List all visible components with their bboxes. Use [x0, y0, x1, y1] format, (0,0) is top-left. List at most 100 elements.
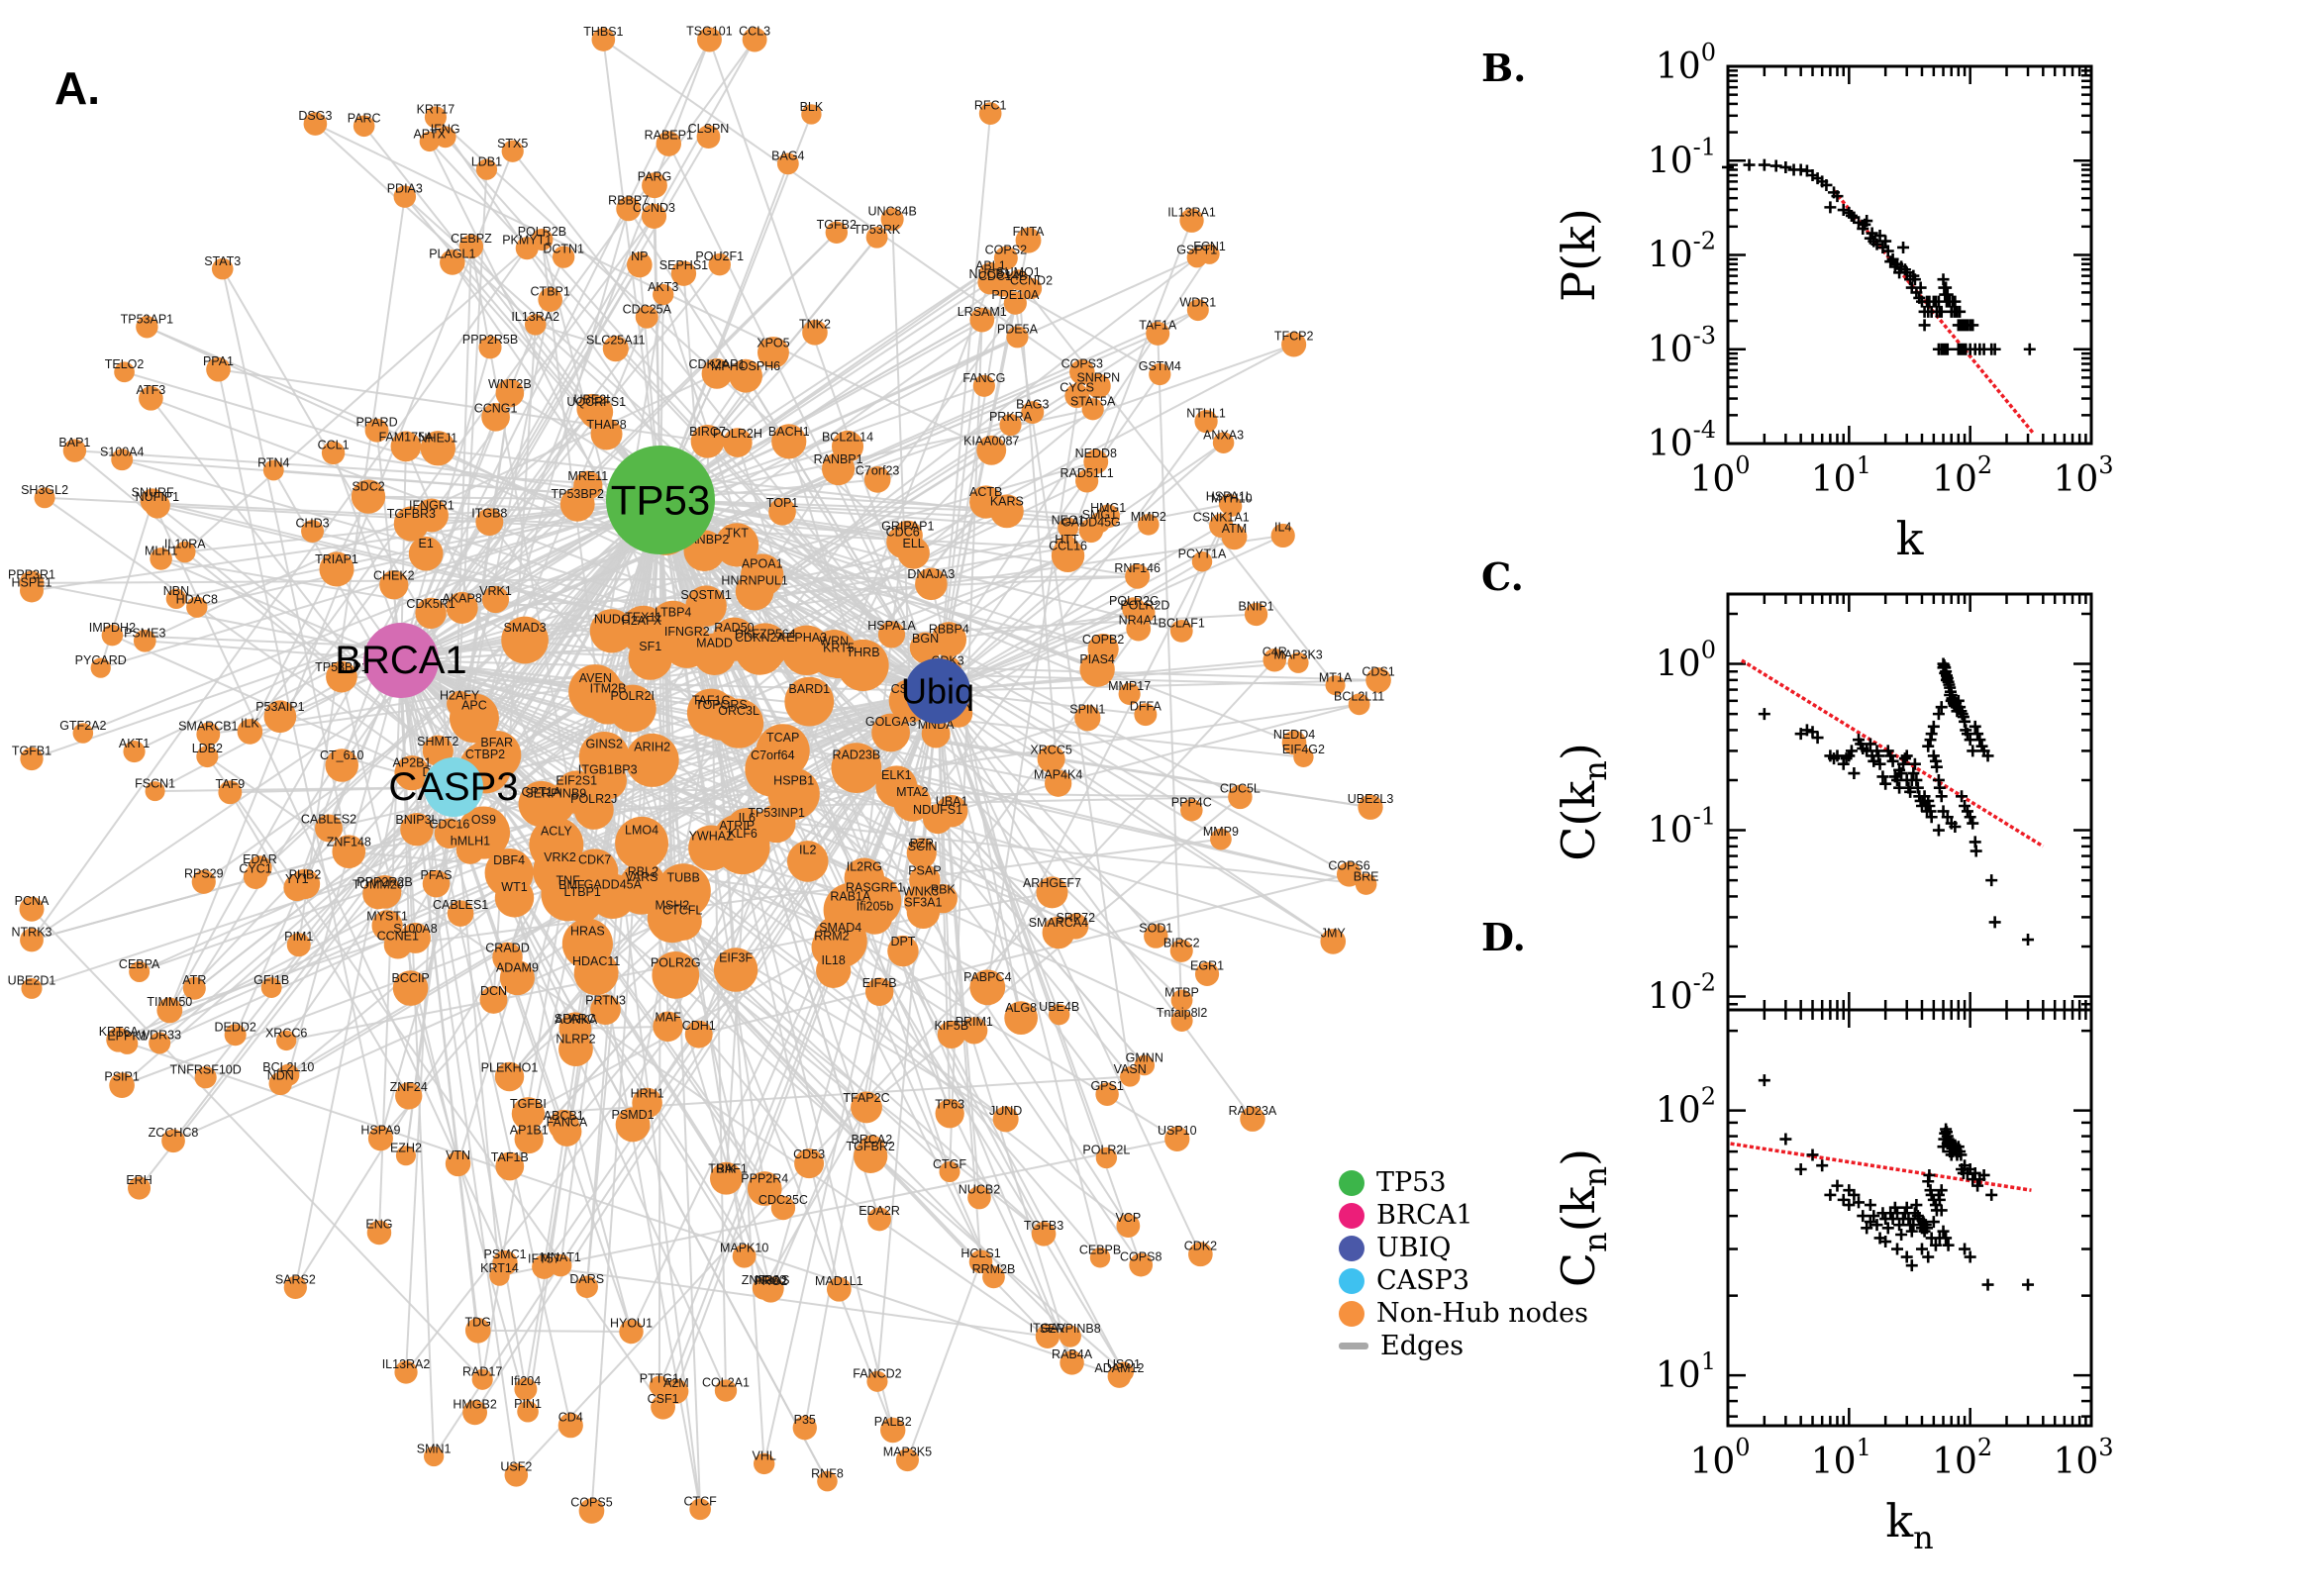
svg-text:CSF1: CSF1 [648, 1392, 679, 1406]
svg-text:UBE2D1: UBE2D1 [8, 974, 56, 988]
svg-text:DSG3: DSG3 [298, 109, 332, 123]
svg-text:VRK1: VRK1 [479, 584, 512, 598]
svg-text:NP: NP [631, 249, 648, 263]
panel-b-label: B. [1481, 46, 1527, 90]
svg-text:MTBP: MTBP [1164, 986, 1199, 1000]
svg-text:POLR2C: POLR2C [1109, 594, 1159, 608]
svg-text:101: 101 [1811, 451, 1871, 500]
svg-text:NUCB1: NUCB1 [968, 267, 1010, 281]
svg-text:GTF2A2: GTF2A2 [59, 719, 106, 733]
svg-text:OS9: OS9 [471, 813, 496, 827]
svg-text:ARHGEF7: ARHGEF7 [1023, 876, 1081, 890]
svg-text:UBA1: UBA1 [936, 795, 968, 809]
svg-text:AVEN: AVEN [579, 671, 612, 685]
svg-text:PIN1: PIN1 [514, 1397, 542, 1411]
svg-text:SNURF: SNURF [132, 486, 174, 500]
svg-text:E1: E1 [419, 537, 434, 550]
svg-text:ATF3: ATF3 [137, 383, 166, 397]
svg-text:PIM1: PIM1 [284, 930, 313, 944]
svg-text:RRM2: RRM2 [814, 929, 849, 943]
svg-text:GADD45A: GADD45A [584, 877, 643, 891]
svg-text:EPPK1: EPPK1 [107, 1029, 147, 1043]
svg-text:P35: P35 [794, 1413, 816, 1427]
svg-text:VARS: VARS [625, 870, 657, 884]
svg-text:CTCFL: CTCFL [662, 903, 702, 917]
svg-text:COL2A1: COL2A1 [702, 1376, 750, 1390]
svg-text:BCCIP: BCCIP [392, 971, 430, 985]
svg-text:HNRNPUL1: HNRNPUL1 [721, 573, 787, 587]
svg-text:ENG: ENG [365, 1218, 392, 1232]
svg-text:NUCB2: NUCB2 [959, 1182, 1000, 1196]
svg-text:THBS1: THBS1 [583, 25, 623, 39]
svg-text:RAB4A: RAB4A [1052, 1347, 1093, 1361]
svg-text:RRM2B: RRM2B [972, 1262, 1016, 1276]
svg-text:STAT5A: STAT5A [1070, 394, 1116, 408]
svg-text:ANXA3: ANXA3 [1203, 428, 1244, 442]
svg-text:SMARCA4: SMARCA4 [1029, 916, 1088, 930]
scatter-points [1722, 158, 2036, 355]
svg-text:VCP: VCP [1115, 1211, 1141, 1225]
svg-text:103: 103 [2053, 1434, 2113, 1482]
svg-text:FANCA: FANCA [547, 1116, 588, 1130]
svg-text:DKFZP564: DKFZP564 [735, 628, 796, 642]
svg-text:TGFBR3: TGFBR3 [387, 507, 436, 521]
svg-text:ABL1: ABL1 [975, 258, 1006, 272]
svg-text:AP1B1: AP1B1 [510, 1123, 549, 1137]
svg-text:Tnfaip8l2: Tnfaip8l2 [1157, 1006, 1207, 1020]
svg-text:TNK2: TNK2 [799, 317, 831, 331]
svg-text:101: 101 [1656, 1347, 1716, 1396]
svg-text:POLR2G: POLR2G [651, 956, 701, 970]
svg-text:TGFB3: TGFB3 [1024, 1219, 1063, 1233]
svg-text:RAD50: RAD50 [714, 621, 754, 635]
svg-text:TUBB: TUBB [666, 870, 699, 884]
svg-text:CEBPA: CEBPA [119, 957, 160, 971]
svg-text:NEDD8: NEDD8 [1075, 447, 1117, 460]
svg-text:CDKN2A: CDKN2A [735, 631, 785, 645]
svg-text:POLR2L: POLR2L [1082, 1144, 1130, 1157]
svg-text:BCLAF1: BCLAF1 [1159, 616, 1205, 630]
svg-text:S100A8: S100A8 [393, 922, 438, 936]
svg-text:NBN: NBN [163, 584, 189, 598]
svg-text:TP53INP1: TP53INP1 [748, 806, 805, 820]
svg-text:ALG8: ALG8 [1005, 1001, 1037, 1015]
svg-text:TCAP: TCAP [766, 731, 799, 745]
svg-text:RAD17: RAD17 [462, 1365, 502, 1379]
svg-text:VHL: VHL [753, 1449, 776, 1463]
svg-text:100: 100 [1689, 1434, 1750, 1482]
svg-text:SEPHS1: SEPHS1 [659, 258, 708, 272]
svg-text:PPP2R5B: PPP2R5B [462, 333, 518, 347]
svg-text:HRAS: HRAS [570, 924, 605, 938]
svg-text:NLRP2: NLRP2 [556, 1033, 595, 1047]
svg-text:ITGB8: ITGB8 [471, 506, 507, 520]
svg-text:SF1: SF1 [639, 640, 661, 653]
svg-text:A2M: A2M [663, 1376, 689, 1390]
svg-text:TELO2: TELO2 [105, 357, 145, 371]
svg-text:MMP9: MMP9 [1203, 825, 1239, 839]
svg-text:POLR2I: POLR2I [611, 689, 655, 703]
svg-text:GRIPAP1: GRIPAP1 [881, 520, 934, 534]
svg-text:RTN4: RTN4 [257, 455, 289, 469]
svg-text:PPP2R4: PPP2R4 [741, 1171, 788, 1185]
svg-text:MMP2: MMP2 [1131, 510, 1166, 524]
svg-text:RBBP4: RBBP4 [929, 623, 969, 637]
svg-text:PALB2: PALB2 [874, 1415, 912, 1429]
svg-text:UBE2L3: UBE2L3 [1348, 792, 1394, 806]
legend-item-ubiq: UBIQ [1339, 1232, 1588, 1264]
svg-text:PLEKHO1: PLEKHO1 [481, 1060, 539, 1074]
svg-text:IFNGR2: IFNGR2 [664, 625, 710, 639]
svg-text:PABPC4: PABPC4 [963, 970, 1011, 984]
svg-text:TKT: TKT [725, 527, 749, 541]
svg-text:SMAD3: SMAD3 [504, 621, 547, 635]
axis-ticks [1726, 1010, 2093, 1426]
svg-text:CRADD: CRADD [485, 942, 529, 955]
svg-text:TOMM20: TOMM20 [353, 877, 404, 891]
axis-ticks [1726, 64, 2093, 446]
svg-text:YY1: YY1 [285, 872, 309, 886]
svg-text:BAG3: BAG3 [1016, 398, 1049, 412]
svg-text:WNK3: WNK3 [903, 885, 939, 899]
svg-text:MAF: MAF [655, 1011, 681, 1025]
svg-text:BMF: BMF [558, 878, 585, 892]
svg-text:BCL2L10: BCL2L10 [262, 1060, 314, 1074]
svg-text:WRN: WRN [819, 635, 849, 648]
